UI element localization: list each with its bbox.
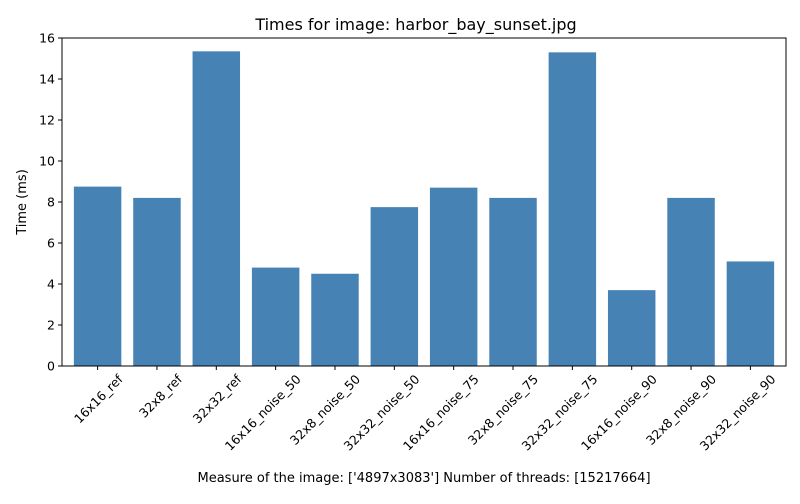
y-tick-label: 0 [47, 359, 55, 374]
y-axis-label: Time (ms) [15, 169, 30, 236]
plot-frame [61, 37, 787, 367]
bar-32x8_ref [133, 197, 181, 366]
x-axis-label: Measure of the image: ['4897x3083'] Numb… [197, 471, 650, 486]
y-tick-label: 6 [47, 236, 55, 251]
x-tick-label: 32x8_ref [136, 371, 186, 421]
bar-32x8_noise_50 [311, 273, 359, 366]
bar-32x32_ref [192, 51, 241, 366]
x-axis: 16x16_ref 32x8_ref 32x32_ref16x16_noise_50… [71, 366, 779, 453]
y-axis: 0 2 4 6 8 10 12 14 16 [39, 31, 62, 374]
bar-16x16_noise_90 [607, 290, 656, 366]
x-tick-label: 16x16_ref [71, 371, 126, 426]
bar-32x32_noise_50 [370, 207, 419, 366]
chart-title: Times for image: harbor_bay_sunset.jpg [254, 15, 576, 35]
bar-16x16_noise_50 [251, 267, 300, 366]
y-tick-label: 4 [47, 277, 55, 292]
y-tick-label: 2 [47, 318, 55, 333]
bar-32x32_noise_75 [548, 52, 597, 366]
x-tick-label: 32x32_ref [190, 371, 245, 426]
y-tick-label: 12 [39, 113, 55, 128]
bars-group [73, 51, 775, 366]
y-tick-label: 14 [39, 72, 55, 87]
bar-32x8_noise_75 [489, 197, 537, 366]
bar-16x16_ref [73, 186, 122, 366]
y-tick-label: 10 [39, 154, 55, 169]
bar-32x32_noise_90 [726, 261, 775, 366]
bar-16x16_noise_75 [429, 187, 478, 366]
y-tick-label: 16 [39, 31, 55, 46]
y-tick-label: 8 [47, 195, 55, 210]
bar-32x8_noise_90 [667, 197, 715, 366]
